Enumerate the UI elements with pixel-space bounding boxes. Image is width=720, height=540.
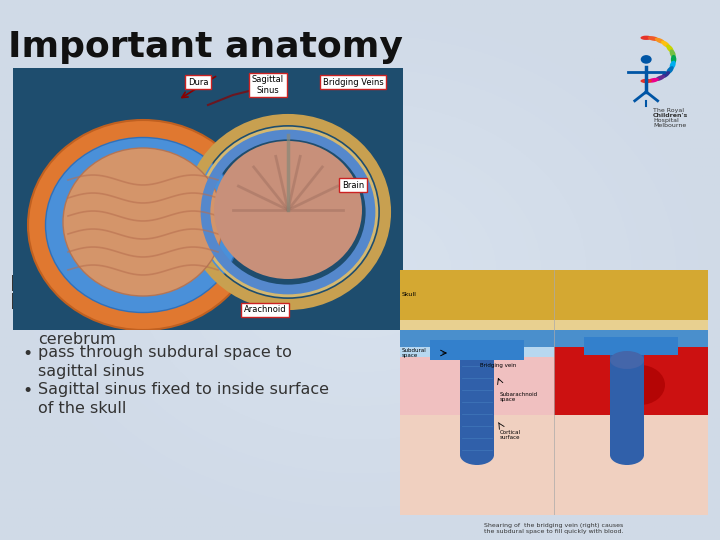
Text: Subdural
space: Subdural space: [402, 348, 427, 358]
Text: Melbourne: Melbourne: [653, 123, 686, 128]
Bar: [400, 270, 554, 320]
Ellipse shape: [610, 445, 644, 465]
Ellipse shape: [610, 351, 644, 369]
Bar: [554, 347, 708, 415]
Ellipse shape: [666, 45, 674, 52]
Text: Important anatomy: Important anatomy: [8, 30, 403, 64]
Text: Sagittal sinus fixed to inside surface
of the skull: Sagittal sinus fixed to inside surface o…: [38, 382, 329, 416]
Ellipse shape: [45, 138, 240, 313]
Ellipse shape: [191, 119, 385, 305]
Text: pass through subdural space to
sagittal sinus: pass through subdural space to sagittal …: [38, 345, 292, 379]
Ellipse shape: [63, 148, 223, 296]
Bar: [400, 415, 554, 515]
Bar: [400, 347, 554, 357]
Bar: [400, 330, 554, 347]
Text: Arachnoid: Arachnoid: [243, 306, 287, 314]
Circle shape: [641, 55, 652, 64]
Ellipse shape: [666, 66, 674, 74]
Ellipse shape: [28, 120, 258, 330]
Text: Children's: Children's: [653, 113, 688, 118]
Ellipse shape: [671, 55, 676, 64]
Text: •: •: [22, 345, 32, 363]
Ellipse shape: [641, 79, 652, 83]
Bar: [430, 340, 524, 360]
Bar: [554, 270, 708, 320]
Text: •: •: [22, 313, 32, 331]
Text: Meninges – subdural space: Meninges – subdural space: [10, 275, 292, 295]
Bar: [400, 320, 554, 330]
Text: Brain: Brain: [342, 180, 364, 190]
Bar: [400, 357, 554, 415]
Text: travel up from surface of the
cerebrum: travel up from surface of the cerebrum: [38, 313, 269, 347]
Ellipse shape: [670, 50, 675, 58]
Text: Dura: Dura: [188, 78, 208, 86]
Text: Cortical
surface: Cortical surface: [500, 430, 521, 440]
Bar: [554, 415, 708, 515]
Ellipse shape: [670, 60, 675, 69]
Text: Shearing of  the bridging vein (right) causes
the subdural space to fill quickly: Shearing of the bridging vein (right) ca…: [485, 523, 624, 534]
Text: Hospital: Hospital: [653, 118, 679, 123]
Text: Sagittal
Sinus: Sagittal Sinus: [252, 75, 284, 94]
Text: Bridging vein: Bridging vein: [480, 363, 516, 368]
Ellipse shape: [661, 40, 670, 48]
Text: Skull: Skull: [402, 293, 417, 298]
Ellipse shape: [460, 445, 494, 465]
Text: •: •: [22, 382, 32, 400]
Text: Subarachnoid
space: Subarachnoid space: [500, 392, 538, 402]
Ellipse shape: [654, 75, 665, 81]
Bar: [554, 330, 708, 347]
Ellipse shape: [661, 71, 670, 78]
Text: Bridging Veins: Bridging Veins: [323, 78, 383, 86]
Ellipse shape: [648, 78, 659, 83]
Bar: [554, 320, 708, 330]
Bar: [460, 360, 494, 455]
Ellipse shape: [654, 38, 665, 44]
Ellipse shape: [641, 36, 652, 40]
Text: Bridging veins: Bridging veins: [10, 293, 159, 313]
Bar: [584, 337, 678, 355]
Bar: [610, 355, 644, 455]
Text: The Royal: The Royal: [653, 108, 684, 113]
Ellipse shape: [214, 141, 362, 279]
Ellipse shape: [615, 365, 665, 405]
Ellipse shape: [648, 36, 659, 41]
